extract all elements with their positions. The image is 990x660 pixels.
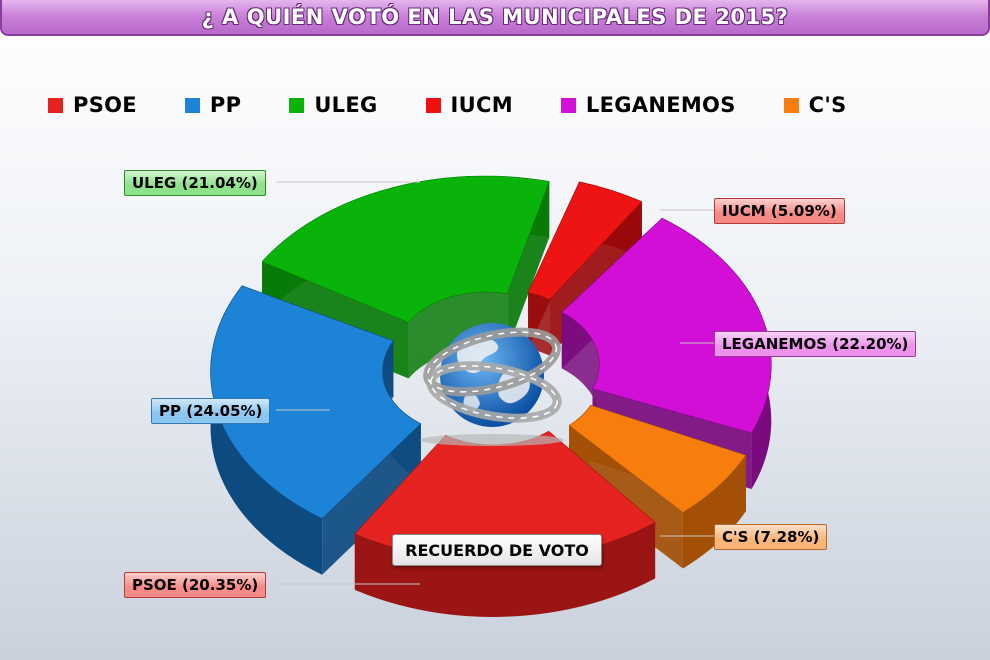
pie-slice-iucm bbox=[527, 181, 643, 300]
callout-psoe: PSOE (20.35%) bbox=[124, 572, 267, 598]
callout-leganemos: LEGANEMOS (22.20%) bbox=[714, 331, 917, 357]
legend-item-psoe: PSOE bbox=[48, 93, 137, 117]
callout-uleg: ULEG (21.04%) bbox=[124, 170, 266, 196]
legend-item-cs: C'S bbox=[783, 93, 847, 117]
slice-inner bbox=[561, 312, 600, 445]
legend-label: PP bbox=[209, 93, 242, 117]
center-label: RECUERDO DE VOTO bbox=[392, 534, 602, 566]
slice-edge bbox=[322, 423, 421, 575]
pie-slice-pp bbox=[210, 285, 422, 520]
legend-swatch bbox=[289, 97, 305, 113]
legend-item-pp: PP bbox=[184, 93, 242, 117]
legend-item-iucm: IUCM bbox=[425, 93, 513, 117]
callout-pp: PP (24.05%) bbox=[151, 398, 271, 424]
chart-legend: PSOE PP ULEG IUCM LEGANEMOS C'S bbox=[48, 92, 948, 118]
slice-inner bbox=[408, 291, 508, 379]
legend-label: C'S bbox=[808, 93, 847, 117]
slice-side-psoe bbox=[354, 522, 656, 617]
pie-slice-leganemos bbox=[561, 217, 772, 434]
pie-slice-cs bbox=[568, 404, 747, 513]
legend-swatch bbox=[783, 97, 799, 113]
slice-side-pp bbox=[210, 285, 323, 575]
callout-cs: C'S (7.28%) bbox=[714, 524, 828, 550]
legend-label: LEGANEMOS bbox=[585, 93, 736, 117]
legend-label: PSOE bbox=[73, 93, 137, 117]
chart-title: ¿ A QUIÉN VOTÓ EN LAS MUNICIPALES DE 201… bbox=[201, 5, 789, 29]
globe-icon bbox=[420, 323, 564, 446]
slice-tops bbox=[210, 175, 772, 562]
legend-item-uleg: ULEG bbox=[289, 93, 377, 117]
legend-item-leganemos: LEGANEMOS bbox=[560, 93, 736, 117]
callout-iucm: IUCM (5.09%) bbox=[714, 198, 845, 224]
legend-label: IUCM bbox=[450, 93, 513, 117]
legend-swatch bbox=[425, 97, 441, 113]
legend-swatch bbox=[48, 97, 63, 113]
slice-edge bbox=[507, 181, 550, 350]
legend-swatch bbox=[184, 97, 200, 113]
legend-swatch bbox=[560, 97, 576, 113]
pie-slice-uleg bbox=[261, 175, 550, 323]
title-bar: ¿ A QUIÉN VOTÓ EN LAS MUNICIPALES DE 201… bbox=[0, 0, 990, 36]
legend-label: ULEG bbox=[314, 93, 378, 117]
